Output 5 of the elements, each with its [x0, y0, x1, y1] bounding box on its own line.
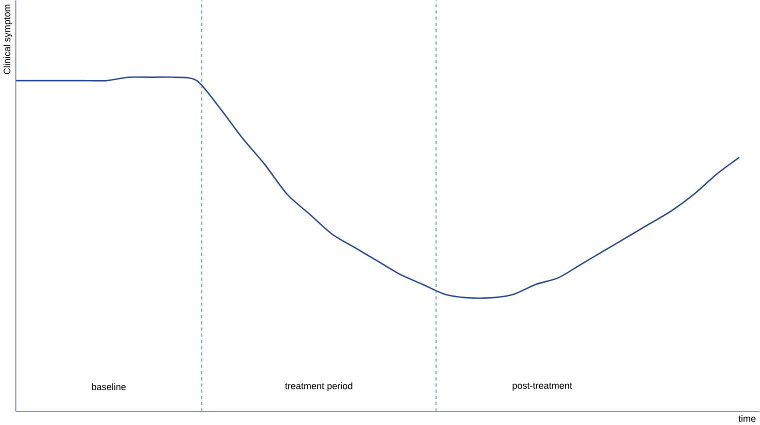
annotation: treatment period	[285, 382, 352, 391]
y-axis-title: Clinical symptom	[3, 4, 12, 74]
annotation: baseline	[92, 383, 126, 390]
x-axis-title: time	[738, 414, 756, 422]
annotation: post-treatment	[512, 382, 572, 391]
